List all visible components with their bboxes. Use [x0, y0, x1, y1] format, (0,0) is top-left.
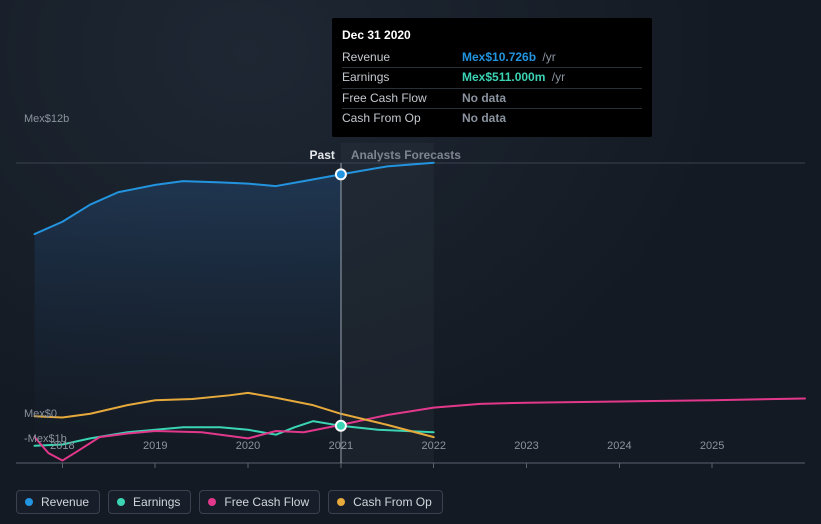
- legend-label: Free Cash Flow: [224, 495, 309, 509]
- legend-item-cfo[interactable]: Cash From Op: [328, 490, 443, 514]
- legend: Revenue Earnings Free Cash Flow Cash From O…: [16, 490, 443, 514]
- hover-tooltip: Dec 31 2020 RevenueMex$10.726b /yrEarnin…: [332, 18, 652, 137]
- tooltip-row: EarningsMex$511.000m /yr: [342, 68, 642, 89]
- legend-item-earnings[interactable]: Earnings: [108, 490, 191, 514]
- tooltip-row-value: No data: [462, 88, 642, 109]
- legend-dot-icon: [337, 498, 345, 506]
- x-tick-label: 2023: [514, 440, 538, 508]
- legend-label: Earnings: [133, 495, 180, 509]
- chart-svg[interactable]: [16, 120, 805, 486]
- legend-item-fcf[interactable]: Free Cash Flow: [199, 490, 320, 514]
- legend-item-revenue[interactable]: Revenue: [16, 490, 100, 514]
- section-label-forecast: Analysts Forecasts: [341, 148, 461, 162]
- tooltip-row-value: Mex$511.000m /yr: [462, 68, 642, 89]
- x-tick-label: 2025: [700, 440, 724, 508]
- series-marker: [336, 421, 346, 431]
- tooltip-row: Cash From OpNo data: [342, 109, 642, 129]
- x-tick-label: 2024: [607, 440, 631, 508]
- legend-dot-icon: [117, 498, 125, 506]
- legend-label: Revenue: [41, 495, 89, 509]
- tooltip-table: RevenueMex$10.726b /yrEarningsMex$511.00…: [342, 48, 642, 129]
- tooltip-row-label: Earnings: [342, 68, 462, 89]
- tooltip-row-value: No data: [462, 109, 642, 129]
- tooltip-row-label: Revenue: [342, 48, 462, 68]
- tooltip-row: RevenueMex$10.726b /yr: [342, 48, 642, 68]
- legend-dot-icon: [25, 498, 33, 506]
- section-label-past: Past: [310, 148, 335, 162]
- tooltip-row-label: Cash From Op: [342, 109, 462, 129]
- legend-label: Cash From Op: [353, 495, 432, 509]
- tooltip-row-value: Mex$10.726b /yr: [462, 48, 642, 68]
- legend-dot-icon: [208, 498, 216, 506]
- tooltip-row-label: Free Cash Flow: [342, 88, 462, 109]
- chart-area: -Mex$1bMex$0Mex$12b 20182019202020212022…: [16, 120, 805, 486]
- tooltip-date: Dec 31 2020: [342, 26, 642, 48]
- tooltip-row: Free Cash FlowNo data: [342, 88, 642, 109]
- y-tick-label: Mex$0: [24, 408, 57, 420]
- series-marker: [336, 169, 346, 179]
